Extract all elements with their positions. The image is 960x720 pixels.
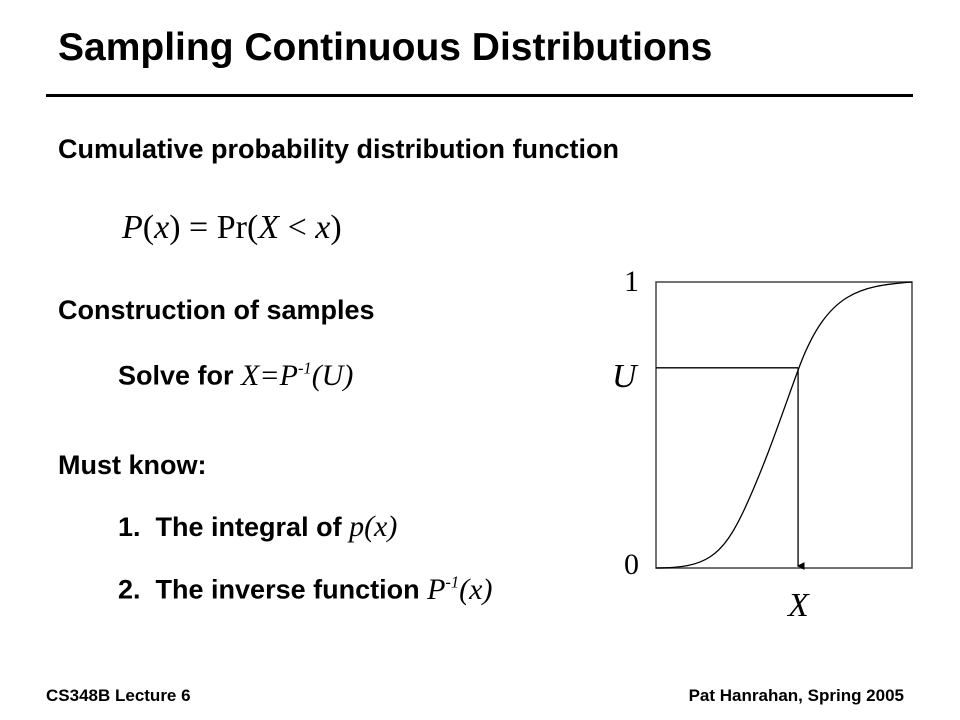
formula-part: <: [279, 209, 316, 246]
label-u: U: [612, 358, 637, 395]
list-item: 2. The inverse function P-1(x): [118, 572, 492, 607]
math-text: (U): [311, 358, 354, 392]
math-text: (x): [459, 572, 493, 606]
formula-part: Pr(: [216, 209, 259, 246]
math-text: X=P: [241, 358, 298, 392]
math-sup: -1: [297, 358, 312, 377]
formula-part: ): [330, 209, 342, 246]
math-text: P: [427, 572, 446, 606]
formula-part: ): [169, 209, 181, 246]
solve-item: Solve for X=P-1(U): [118, 358, 353, 393]
title-divider: [46, 94, 913, 97]
label-zero: 0: [624, 548, 639, 581]
formula-part: x: [315, 209, 331, 246]
footer-left: CS348B Lecture 6: [46, 686, 191, 705]
item-number: 1.: [118, 512, 141, 542]
solve-math: X=P-1(U): [241, 358, 354, 392]
slide-title: Sampling Continuous Distributions: [58, 26, 713, 69]
item-text: The inverse function: [155, 574, 428, 605]
heading-construction: Construction of samples: [58, 295, 375, 325]
item-math: P-1(x): [427, 572, 493, 606]
formula-part: x: [154, 209, 170, 246]
cdf-formula: P(x) = Pr(X < x): [122, 208, 342, 247]
label-x: X: [788, 587, 809, 624]
solve-text: Solve for: [118, 360, 242, 391]
cdf-curve: [655, 281, 913, 569]
list-item: 1. The integral of p(x): [118, 510, 397, 544]
footer-right: Pat Hanrahan, Spring 2005: [688, 686, 904, 705]
math-sup: -1: [445, 572, 460, 591]
graph-frame: [655, 281, 913, 569]
formula-part: P: [122, 209, 143, 246]
formula-part: =: [180, 209, 217, 246]
item-number: 2.: [118, 574, 141, 605]
heading-cdf: Cumulative probability distribution func…: [58, 134, 619, 164]
heading-must-know: Must know:: [58, 450, 207, 480]
item-math: p(x): [349, 510, 398, 543]
formula-part: X: [258, 209, 280, 246]
item-text: The integral of: [155, 512, 350, 542]
label-one: 1: [624, 265, 639, 298]
formula-part: (: [142, 209, 155, 246]
